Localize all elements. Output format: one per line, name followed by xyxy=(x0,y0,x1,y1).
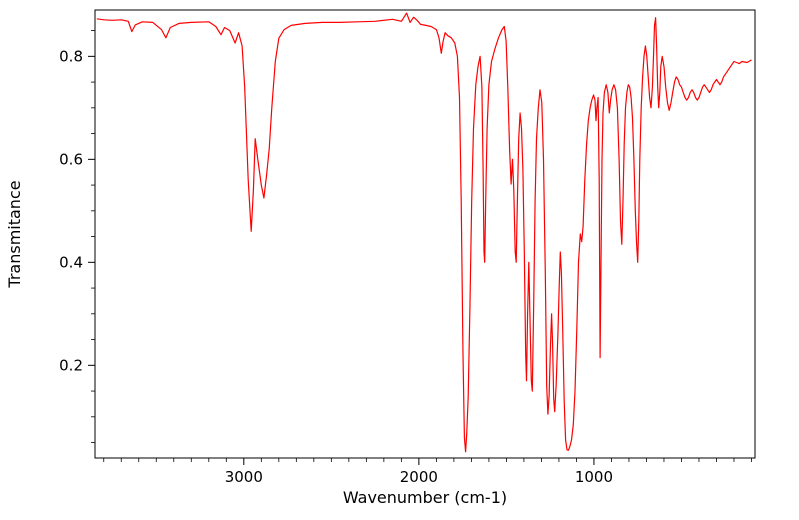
x-axis-label: Wavenumber (cm-1) xyxy=(343,488,507,507)
axes-box xyxy=(94,9,756,459)
y-tick-label: 0.4 xyxy=(59,253,83,271)
y-tick-label: 0.8 xyxy=(59,47,83,65)
plot-area xyxy=(96,12,752,453)
x-tick-label: 2000 xyxy=(400,468,438,486)
axes: 3000 2000 1000 0.2 0.4 0.6 0.8 xyxy=(59,9,756,486)
spectrum-line xyxy=(96,12,752,453)
x-tick-label: 1000 xyxy=(575,468,613,486)
y-tick-label: 0.6 xyxy=(59,150,83,168)
y-tick-label: 0.2 xyxy=(59,356,83,374)
y-axis-label: Transmitance xyxy=(5,180,24,288)
x-tick-label: 3000 xyxy=(225,468,263,486)
